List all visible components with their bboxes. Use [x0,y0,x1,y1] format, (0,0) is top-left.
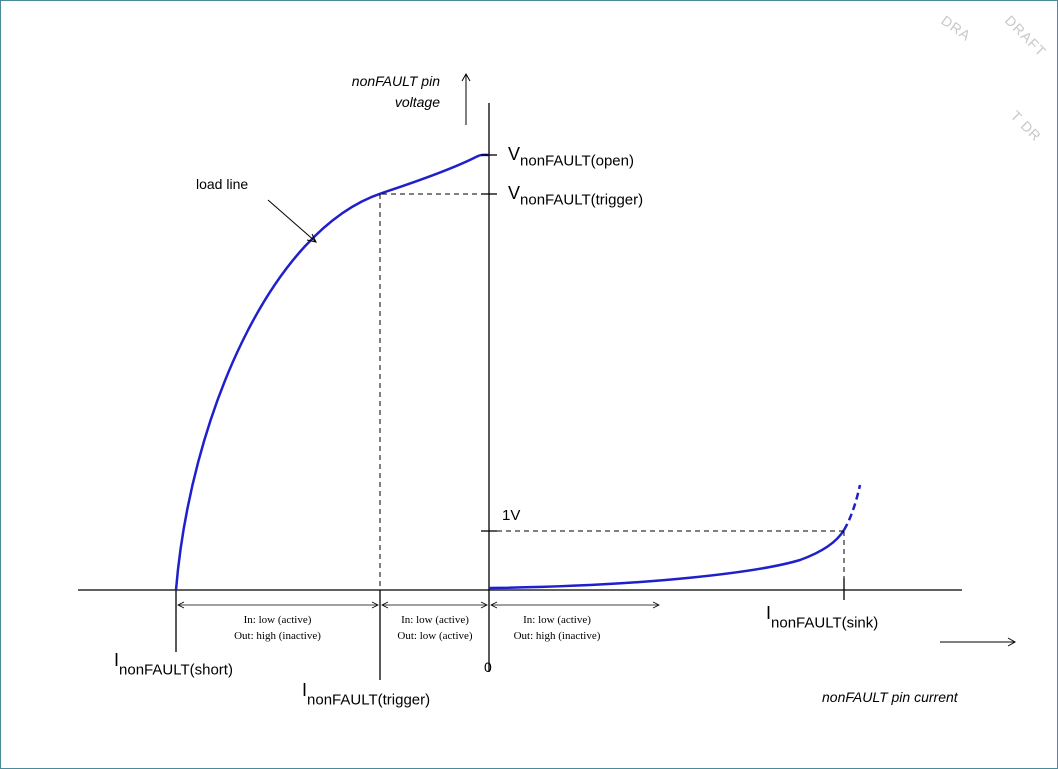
x-axis-title: nonFAULT pin current [822,689,958,705]
region-sink: In: low (active) Out: high (inactive) [513,614,601,642]
x-axis-arrow [940,637,1017,647]
origin-label: 0 [484,659,492,675]
region-trigger-to-zero: In: low (active) Out: low (active) [397,614,473,642]
i-sink-label: InonFAULT(sink) [766,603,879,632]
y-axis-title: nonFAULT pin voltage [351,73,440,110]
v-open-label: VnonFAULT(open) [508,144,634,170]
load-line-pointer [267,199,317,243]
y-axis-arrow [461,72,471,125]
v-trigger-label: VnonFAULT(trigger) [508,183,644,209]
load-line-label: load line [196,176,249,192]
region-short-to-trigger: In: low (active) Out: high (inactive) [234,614,321,642]
one-volt-label: 1V [502,507,521,524]
sink-curve [488,529,846,590]
i-trigger-label: InonFAULT(trigger) [302,680,431,709]
sink-curve-extension [842,484,862,531]
load-line-curve [174,153,490,591]
i-short-label: InonFAULT(short) [114,650,233,679]
